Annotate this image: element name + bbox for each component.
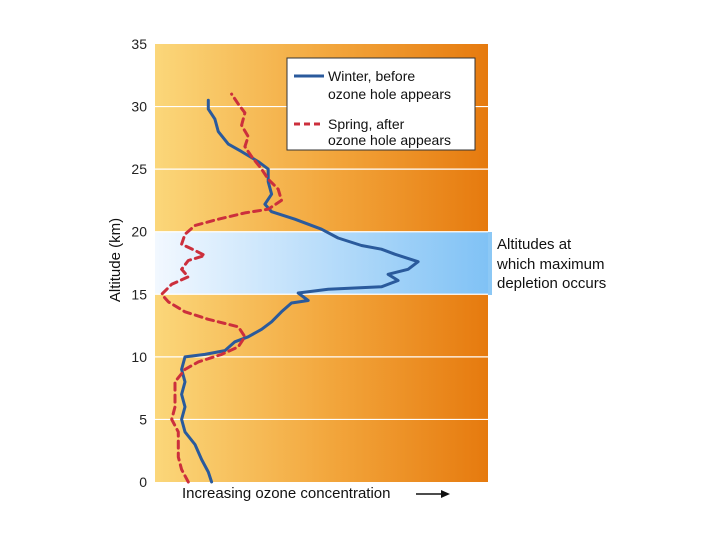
y-tick-label-5: 5: [139, 411, 147, 427]
x-axis-arrow-icon: [416, 490, 450, 498]
legend-label-spring-2: ozone hole appears: [328, 132, 451, 148]
legend-label-spring-1: Spring, after: [328, 116, 405, 132]
legend: Winter, before ozone hole appears Spring…: [286, 57, 476, 151]
x-axis-title: Increasing ozone concentration: [182, 485, 390, 502]
y-tick-label-0: 0: [139, 474, 147, 490]
band-annotation-line-3: depletion occurs: [497, 275, 606, 292]
y-tick-label-20: 20: [131, 224, 147, 240]
legend-label-winter-1: Winter, before: [328, 68, 415, 84]
depletion-band: [155, 231, 488, 295]
band-annotation: Altitudes at which maximum depletion occ…: [496, 236, 606, 292]
band-extension: [488, 232, 492, 295]
y-tick-label-10: 10: [131, 349, 147, 365]
y-tick-labels: 0 5 10 15 20 25 30 35: [131, 36, 147, 490]
y-tick-label-15: 15: [131, 286, 147, 302]
band-annotation-line-2: which maximum: [496, 256, 605, 273]
series-line-spring: [160, 92, 283, 484]
y-tick-label-25: 25: [131, 161, 147, 177]
series-line-winter: [180, 98, 420, 484]
y-axis-title: Altitude (km): [107, 218, 124, 302]
band-annotation-line-1: Altitudes at: [497, 236, 572, 253]
legend-label-winter-2: ozone hole appears: [328, 86, 451, 102]
legend-box: [286, 57, 476, 151]
y-tick-label-30: 30: [131, 99, 147, 115]
y-tick-label-35: 35: [131, 36, 147, 52]
series-group: [160, 92, 420, 484]
